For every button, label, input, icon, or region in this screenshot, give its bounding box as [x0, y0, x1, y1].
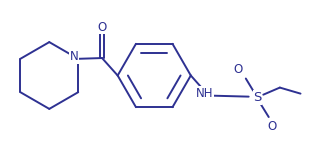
Text: O: O	[97, 21, 107, 34]
Text: N: N	[70, 50, 79, 63]
Text: O: O	[267, 120, 277, 133]
Text: NH: NH	[196, 87, 214, 100]
Text: O: O	[234, 63, 243, 76]
Text: S: S	[253, 91, 262, 104]
